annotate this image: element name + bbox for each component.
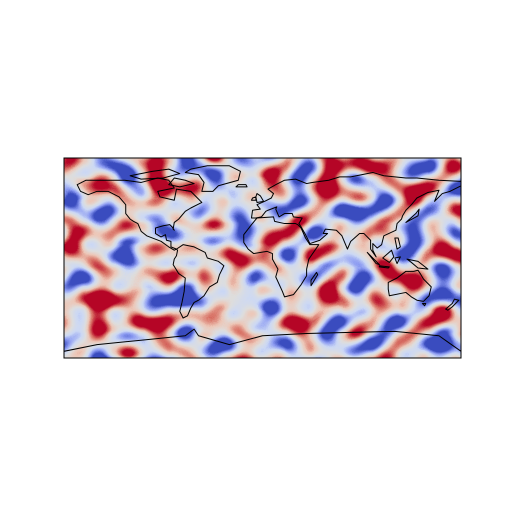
islands bbox=[236, 185, 459, 311]
eurasia bbox=[251, 172, 461, 256]
arctic-islands bbox=[130, 169, 194, 187]
map-frame bbox=[63, 157, 462, 359]
coastlines bbox=[64, 166, 461, 352]
field bbox=[64, 158, 461, 358]
africa bbox=[244, 217, 319, 297]
south-america bbox=[173, 245, 224, 318]
greenland bbox=[185, 166, 240, 192]
north-america bbox=[77, 178, 202, 250]
australia bbox=[388, 270, 431, 301]
antarctica bbox=[64, 329, 461, 351]
